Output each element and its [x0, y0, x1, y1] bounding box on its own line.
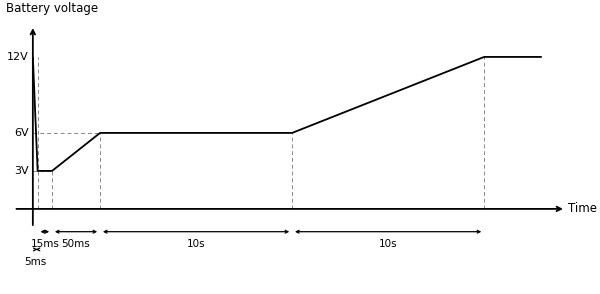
Text: Time: Time — [568, 202, 597, 216]
Text: 10s: 10s — [187, 239, 205, 249]
Text: Battery voltage: Battery voltage — [6, 2, 98, 15]
Text: 6V: 6V — [14, 128, 29, 138]
Text: 12V: 12V — [7, 52, 29, 62]
Text: 15ms: 15ms — [31, 239, 59, 249]
Text: 50ms: 50ms — [62, 239, 91, 249]
Text: 10s: 10s — [379, 239, 397, 249]
Text: 3V: 3V — [14, 166, 29, 176]
Text: 5ms: 5ms — [24, 257, 46, 267]
